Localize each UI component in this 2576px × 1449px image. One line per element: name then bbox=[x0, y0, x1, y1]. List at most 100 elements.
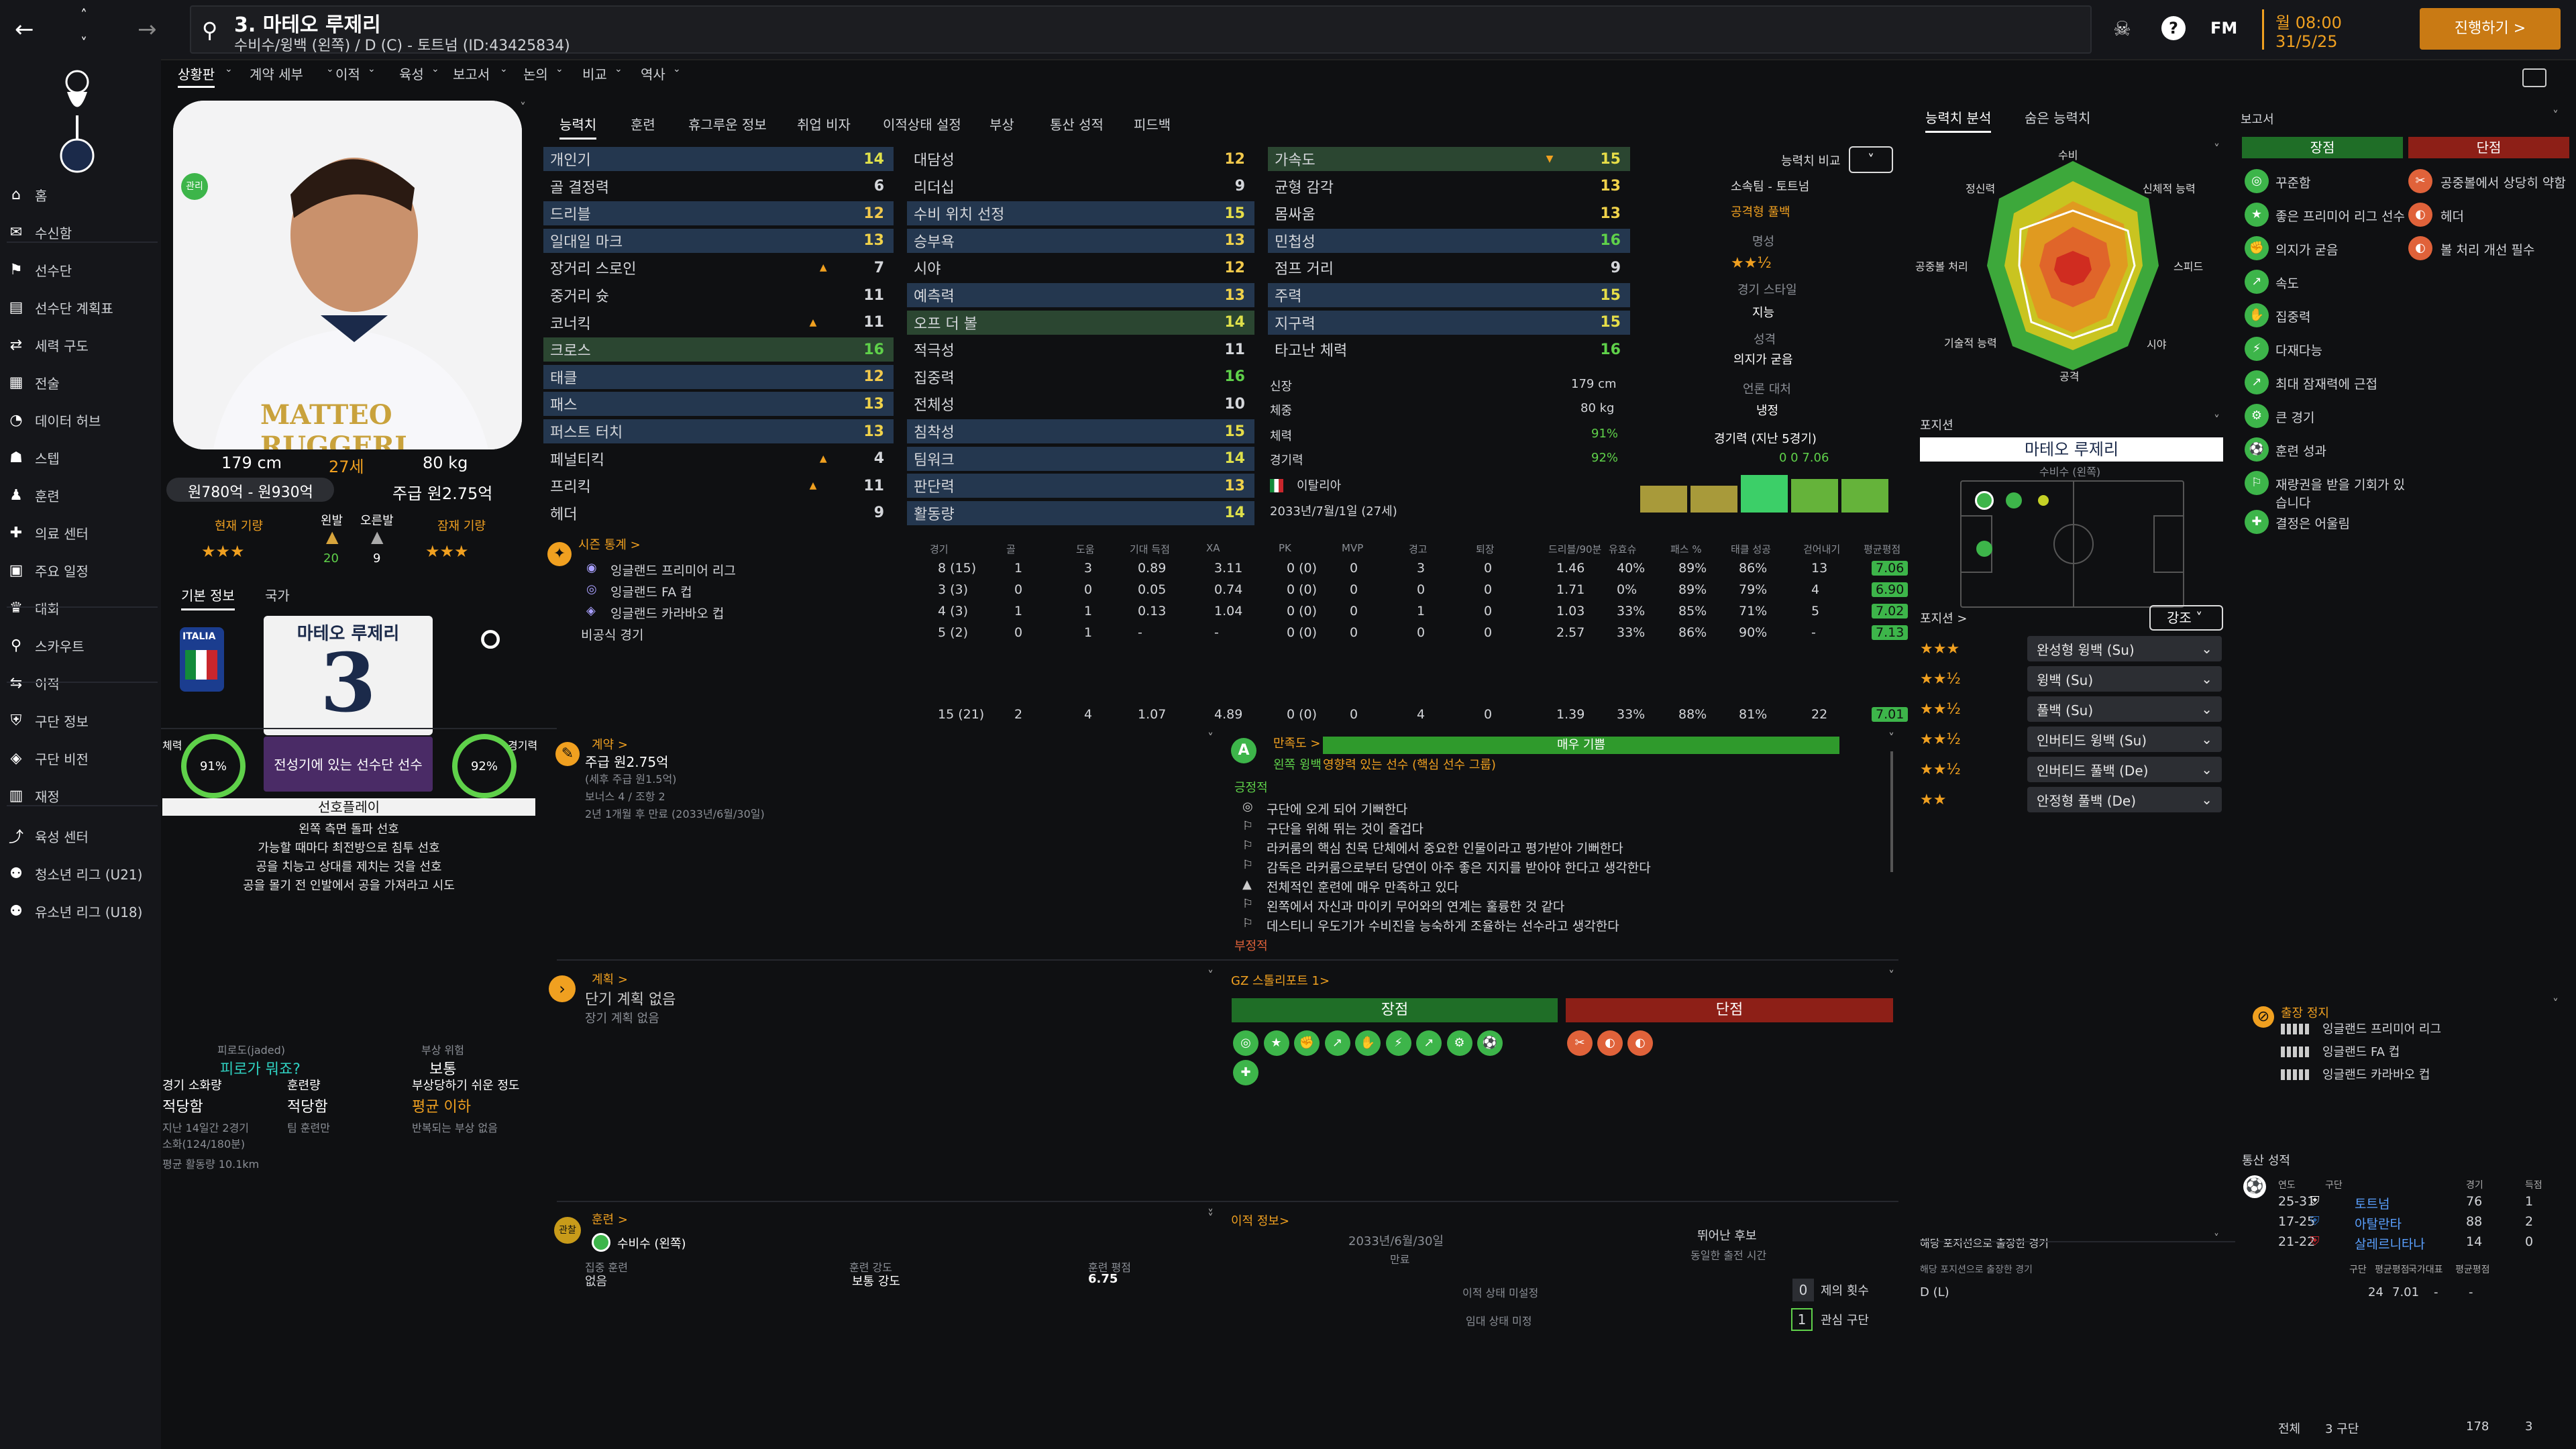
tab-basic-info[interactable]: 기본 정보 bbox=[181, 585, 235, 610]
role-select[interactable]: 풀백 (Su) ⌄ bbox=[2027, 696, 2222, 722]
strength-badge-icon[interactable]: ⚙ bbox=[1446, 1030, 1472, 1056]
forward-icon[interactable]: → bbox=[138, 16, 157, 43]
happiness-collapse-icon[interactable]: ˅ bbox=[1888, 731, 1894, 745]
contract-collapse-icon[interactable]: ˅ bbox=[1208, 731, 1214, 745]
sidebar-item[interactable]: ▦ 전술 bbox=[7, 368, 158, 397]
tab-attr-1[interactable]: 훈련 bbox=[631, 117, 655, 133]
season-stats-title[interactable]: 시즌 통계 > bbox=[578, 538, 641, 552]
layout-toggle-icon[interactable] bbox=[2522, 68, 2546, 87]
sidebar-item[interactable]: ◔ 데이터 허브 bbox=[7, 405, 158, 435]
menu-3[interactable]: 육성 bbox=[399, 66, 424, 83]
interest-count[interactable]: 1 bbox=[1791, 1308, 1813, 1331]
sidebar-item[interactable]: ▤ 선수단 계획표 bbox=[7, 292, 158, 322]
sidebar-item[interactable]: ◈ 구단 비전 bbox=[7, 743, 158, 773]
skull-icon[interactable]: ☠ bbox=[2113, 17, 2131, 41]
position-collapse-icon[interactable]: ˅ bbox=[2214, 413, 2220, 427]
training-title[interactable]: 훈련 > bbox=[592, 1213, 628, 1227]
sidebar-item[interactable]: ⌂ 홈 bbox=[7, 180, 158, 209]
player-header-box[interactable]: ⚲ 3. 마테오 루제리 수비수/윙백 (왼쪽) / D (C) - 토트넘 (… bbox=[190, 5, 2092, 54]
suspension-collapse-icon[interactable]: ˅ bbox=[2553, 997, 2559, 1011]
menu-6[interactable]: 비교 bbox=[582, 66, 607, 83]
transfer-title[interactable]: 이적 정보> bbox=[1231, 1214, 1290, 1228]
transfer-collapse-icon[interactable]: ˅ bbox=[1208, 1212, 1214, 1226]
sidebar-item[interactable]: ⇆ 이적 bbox=[7, 668, 158, 698]
plans-title[interactable]: 계획 > bbox=[592, 973, 628, 987]
strength-badge-icon[interactable]: ◎ bbox=[1233, 1030, 1258, 1056]
search-icon[interactable]: ⚲ bbox=[202, 17, 218, 43]
sidebar-item[interactable]: ✉ 수신함 bbox=[7, 217, 158, 247]
compare-dropdown[interactable]: ˅ bbox=[1849, 146, 1893, 173]
career-club[interactable]: 토트넘 bbox=[2355, 1197, 2390, 1212]
role-select[interactable]: 인버티드 풀백 (De) ⌄ bbox=[2027, 757, 2222, 782]
career-club[interactable]: 아탈란타 bbox=[2355, 1217, 2402, 1232]
help-icon[interactable]: ? bbox=[2161, 16, 2186, 40]
tab-hidden-attributes[interactable]: 숨은 능력치 bbox=[2025, 110, 2091, 126]
sidebar-item[interactable]: ☗ 스텝 bbox=[7, 443, 158, 472]
sidebar-item[interactable]: ♛ 대회 bbox=[7, 593, 158, 623]
strength-badge-icon[interactable]: ✋ bbox=[1355, 1030, 1381, 1056]
tab-attr-5[interactable]: 부상 bbox=[989, 117, 1014, 133]
gz-title[interactable]: GZ 스톨리포트 1> bbox=[1231, 974, 1330, 988]
weakness-badge-icon[interactable]: ◐ bbox=[1597, 1030, 1623, 1056]
sidebar-item[interactable]: ⤴ 육성 센터 bbox=[7, 821, 158, 851]
strength-badge-icon[interactable]: ✊ bbox=[1294, 1030, 1320, 1056]
back-icon[interactable]: ← bbox=[15, 16, 34, 43]
training-collapse-icon[interactable]: ˅ bbox=[1208, 1208, 1214, 1222]
fm-menu-button[interactable]: FM bbox=[2210, 19, 2238, 38]
role-select[interactable]: 윙백 (Su) ⌄ bbox=[2027, 666, 2222, 692]
sort-dropdown[interactable]: 강조 ˅ bbox=[2149, 605, 2223, 631]
radar-collapse-icon[interactable]: ˅ bbox=[2214, 142, 2220, 156]
weakness-badge-icon[interactable]: ◐ bbox=[1627, 1030, 1653, 1056]
sidebar-item[interactable]: ⚉ 유소년 리그 (U18) bbox=[7, 896, 158, 926]
sidebar-item[interactable]: ♟ 훈련 bbox=[7, 480, 158, 510]
tab-attr-7[interactable]: 피드백 bbox=[1134, 117, 1171, 133]
history-up-icon[interactable]: ˄ bbox=[80, 7, 87, 23]
tab-nation[interactable]: 국가 bbox=[265, 588, 290, 604]
contract-title[interactable]: 계약 > bbox=[592, 738, 628, 752]
tab-attr-0[interactable]: 능력치 bbox=[559, 114, 597, 140]
club-crest-icon[interactable] bbox=[54, 62, 101, 176]
sidebar-item[interactable]: ⛨ 구단 정보 bbox=[7, 706, 158, 735]
collapse-profile-icon[interactable]: ˅ bbox=[520, 101, 526, 115]
sidebar-item[interactable]: ⚲ 스카우트 bbox=[7, 631, 158, 660]
position-role-row[interactable]: ★★½ 인버티드 윙백 (Su) ⌄ bbox=[1920, 725, 2222, 753]
report-collapse-icon[interactable]: ˅ bbox=[2553, 109, 2559, 123]
role-select[interactable]: 인버티드 윙백 (Su) ⌄ bbox=[2027, 727, 2222, 752]
history-down-icon[interactable]: ˅ bbox=[80, 35, 87, 51]
continue-button[interactable]: 진행하기 > bbox=[2420, 8, 2561, 50]
menu-1[interactable]: 계약 세부 bbox=[250, 66, 303, 83]
strength-badge-icon[interactable]: ⚡ bbox=[1385, 1030, 1411, 1056]
value-pill[interactable] bbox=[166, 478, 334, 502]
tab-attr-3[interactable]: 취업 비자 bbox=[797, 117, 851, 133]
squad-status-box[interactable]: 전성기에 있는 선수단 선수 bbox=[264, 737, 433, 792]
apps-collapse-icon[interactable]: ˅ bbox=[2214, 1232, 2219, 1244]
tab-attr-4[interactable]: 이적상태 설정 bbox=[883, 117, 961, 133]
menu-7[interactable]: 역사 bbox=[641, 66, 665, 83]
role-select[interactable]: 완성형 윙백 (Su) ⌄ bbox=[2027, 636, 2222, 661]
sidebar-item[interactable]: ⚉ 청소년 리그 (U21) bbox=[7, 859, 158, 888]
strength-badge-icon[interactable]: ↗ bbox=[1416, 1030, 1442, 1056]
happiness-title[interactable]: 만족도 > bbox=[1273, 737, 1321, 751]
position-role-row[interactable]: ★★★ 완성형 윙백 (Su) ⌄ bbox=[1920, 635, 2222, 663]
roles-label[interactable]: 포지션 > bbox=[1920, 612, 1968, 626]
strength-badge-icon[interactable]: ⚽ bbox=[1477, 1030, 1503, 1056]
sidebar-item[interactable]: ✚ 의료 센터 bbox=[7, 518, 158, 547]
sidebar-item[interactable]: ⇄ 세력 구도 bbox=[7, 330, 158, 360]
menu-0[interactable]: 상황판 bbox=[178, 64, 215, 88]
weakness-badge-icon[interactable]: ✂ bbox=[1567, 1030, 1593, 1056]
strength-badge-icon[interactable]: ✚ bbox=[1233, 1060, 1258, 1085]
happiness-scrollbar[interactable] bbox=[1890, 751, 1893, 872]
sidebar-item[interactable]: ▣ 주요 일정 bbox=[7, 555, 158, 585]
strength-badge-icon[interactable]: ↗ bbox=[1324, 1030, 1350, 1056]
sidebar-item[interactable]: ⚑ 선수단 bbox=[7, 255, 158, 284]
position-role-row[interactable]: ★★½ 풀백 (Su) ⌄ bbox=[1920, 695, 2222, 723]
tab-attr-2[interactable]: 휴그루운 정보 bbox=[688, 117, 767, 133]
menu-5[interactable]: 논의 bbox=[523, 66, 548, 83]
menu-4[interactable]: 보고서 bbox=[453, 66, 490, 83]
position-role-row[interactable]: ★★½ 인버티드 풀백 (De) ⌄ bbox=[1920, 755, 2222, 784]
role-select[interactable]: 안정형 풀백 (De) ⌄ bbox=[2027, 787, 2222, 812]
tab-attribute-analysis[interactable]: 능력치 분석 bbox=[1925, 107, 1992, 133]
gz-collapse-icon[interactable]: ˅ bbox=[1888, 969, 1894, 983]
position-role-row[interactable]: ★★ 안정형 풀백 (De) ⌄ bbox=[1920, 786, 2222, 814]
position-role-row[interactable]: ★★½ 윙백 (Su) ⌄ bbox=[1920, 665, 2222, 693]
